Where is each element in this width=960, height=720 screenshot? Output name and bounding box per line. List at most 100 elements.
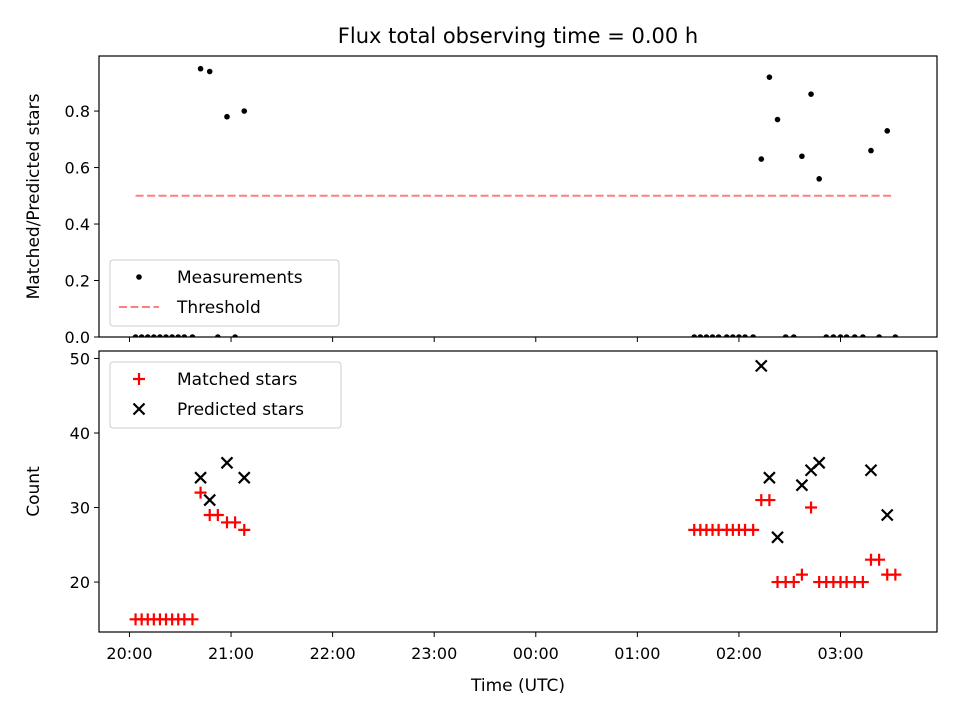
data-point xyxy=(703,334,710,337)
data-point xyxy=(884,128,891,134)
data-point xyxy=(203,493,216,507)
data-point xyxy=(237,471,251,484)
plot-marks xyxy=(132,65,899,337)
data-point xyxy=(763,471,776,484)
y-tick-label: 0.0 xyxy=(65,328,90,347)
y-axis-label: Count xyxy=(24,466,44,517)
legend: Measurements Threshold xyxy=(109,259,340,327)
data-point xyxy=(880,508,894,522)
data-point xyxy=(860,334,866,337)
legend-entry-label: Predicted stars xyxy=(177,400,304,420)
data-point xyxy=(830,334,837,337)
data-point xyxy=(157,334,163,337)
data-point xyxy=(892,334,899,337)
data-point xyxy=(241,108,248,114)
data-point xyxy=(206,68,213,75)
y-tick-label: 0.8 xyxy=(65,102,90,121)
data-point xyxy=(787,576,800,589)
x-tick-label: 20:00 xyxy=(106,644,152,663)
legend-entry-label: Measurements xyxy=(177,268,303,288)
y-tick-label: 0.2 xyxy=(65,272,90,291)
data-point xyxy=(763,494,776,507)
data-point xyxy=(856,576,869,589)
legend-marker-swatch xyxy=(136,274,142,280)
data-point xyxy=(169,334,175,337)
data-point xyxy=(197,65,204,72)
data-point xyxy=(868,147,874,154)
legend-box xyxy=(109,259,340,327)
data-point xyxy=(211,508,224,521)
data-point xyxy=(151,334,157,337)
data-point xyxy=(795,568,808,581)
data-point xyxy=(163,334,169,337)
y-axis-label: Matched/Predicted stars xyxy=(24,93,44,299)
legend-marker-swatch xyxy=(132,402,146,416)
data-point xyxy=(224,113,230,120)
legend: Matched stars Predicted stars xyxy=(109,361,342,429)
data-point xyxy=(709,334,716,337)
data-point xyxy=(876,334,882,337)
data-point xyxy=(782,334,789,337)
legend-marker-swatch xyxy=(133,373,145,385)
data-point xyxy=(691,334,698,337)
x-tick-label: 21:00 xyxy=(208,644,254,663)
x-tick-label: 00:00 xyxy=(513,644,559,663)
x-tick-label: 22:00 xyxy=(310,644,356,663)
data-point xyxy=(730,334,736,337)
data-point xyxy=(889,568,902,581)
data-point xyxy=(238,523,251,536)
y-tick-label: 30 xyxy=(70,499,90,518)
legend-entry-label: Threshold xyxy=(176,298,261,318)
data-point xyxy=(138,334,145,337)
subplot-1: 0.0 0.2 0.4 0.6 0.8 Matched/Predicted stars Me… xyxy=(24,55,938,347)
y-tick-label: 40 xyxy=(70,424,90,443)
data-point xyxy=(215,334,221,337)
data-point xyxy=(194,471,207,484)
data-point xyxy=(186,613,199,626)
data-point xyxy=(194,486,207,499)
x-tick-label: 02:00 xyxy=(716,644,762,663)
data-point xyxy=(747,523,760,536)
data-point xyxy=(144,334,151,337)
x-tick-label: 03:00 xyxy=(817,644,863,663)
data-point xyxy=(837,334,844,337)
data-point xyxy=(823,334,830,337)
plot-marks xyxy=(129,359,902,626)
data-point xyxy=(232,334,238,337)
y-tick-label: 20 xyxy=(70,573,90,592)
x-tick-label: 23:00 xyxy=(411,644,457,663)
x-axis-label: Time (UTC) xyxy=(470,676,565,696)
data-point xyxy=(132,334,139,337)
data-point xyxy=(812,456,826,470)
data-point xyxy=(175,334,182,337)
figure-title: Flux total observing time = 0.00 h xyxy=(338,24,698,48)
x-tick-label: 01:00 xyxy=(614,644,660,663)
data-point xyxy=(843,334,850,337)
data-point xyxy=(766,74,773,80)
data-point xyxy=(189,334,196,337)
data-point xyxy=(742,334,748,337)
data-point xyxy=(736,334,742,337)
axes-frame xyxy=(98,55,938,338)
data-point xyxy=(715,334,722,337)
y-tick-label: 0.4 xyxy=(65,215,90,234)
data-point xyxy=(808,91,814,97)
data-point xyxy=(864,463,878,477)
y-tick-label: 50 xyxy=(70,349,90,368)
data-point xyxy=(816,176,822,182)
data-point xyxy=(754,359,768,373)
data-point xyxy=(220,456,234,470)
y-tick-label: 0.6 xyxy=(65,159,90,178)
data-point xyxy=(771,531,784,544)
data-point xyxy=(795,478,809,492)
data-point xyxy=(181,334,188,337)
data-point xyxy=(805,501,818,514)
legend-entry-label: Matched stars xyxy=(177,370,297,390)
data-point xyxy=(799,153,805,160)
data-point xyxy=(750,334,756,337)
data-point xyxy=(723,334,730,337)
data-point xyxy=(774,116,781,123)
subplot-2: 20 30 40 50 20:00 21:00 22:00 23:00 00:00 01:00 02… xyxy=(24,349,938,696)
